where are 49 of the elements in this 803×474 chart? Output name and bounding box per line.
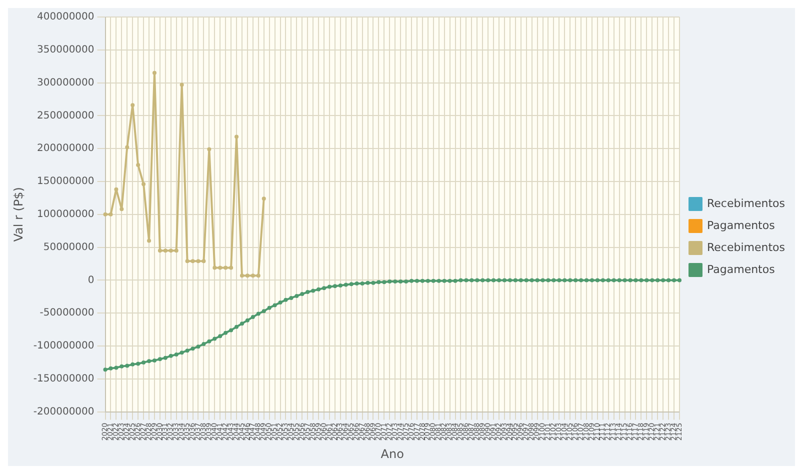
point <box>202 259 206 264</box>
y-tick-label: 350000000 <box>37 44 94 56</box>
y-tick-label: -100000000 <box>33 340 94 352</box>
legend-label: Recebimentos <box>707 240 786 254</box>
point <box>262 196 266 201</box>
y-tick-label: -50000000 <box>40 308 94 319</box>
point <box>250 274 255 278</box>
point <box>125 145 130 150</box>
legend-label: Pagamentos <box>707 262 776 276</box>
point <box>218 266 222 270</box>
point <box>190 259 195 264</box>
y-tick-label: 250000000 <box>37 110 94 122</box>
point <box>224 266 228 270</box>
legend-label: Recebimentos <box>707 196 786 210</box>
point <box>245 274 250 278</box>
point <box>147 238 152 243</box>
y-tick-label: 400000000 <box>37 12 94 23</box>
point <box>168 248 173 253</box>
point <box>229 266 234 270</box>
y-tick-label: 300000000 <box>37 77 94 88</box>
y-tick-label: 150000000 <box>37 176 94 188</box>
point <box>196 259 200 264</box>
point <box>256 274 260 278</box>
point <box>130 103 135 108</box>
y-tick-label: 100000000 <box>37 208 94 220</box>
point <box>158 248 162 253</box>
y-axis-title: Val r (P$) <box>11 187 26 242</box>
point <box>142 182 146 186</box>
y-tick-label: -150000000 <box>33 373 94 384</box>
point <box>207 147 212 152</box>
y-tick-label: -200000000 <box>33 406 94 418</box>
point <box>152 70 156 75</box>
point <box>180 82 184 87</box>
point <box>240 274 244 278</box>
y-tick-label: 0 <box>88 274 94 286</box>
point <box>120 207 124 212</box>
point <box>163 248 168 253</box>
point <box>185 259 190 264</box>
point <box>114 187 118 192</box>
point <box>103 212 108 216</box>
point <box>234 134 239 139</box>
point <box>174 248 178 253</box>
y-tick-label: 200000000 <box>37 143 94 154</box>
x-axis-title: Ano <box>380 446 404 461</box>
point <box>108 212 113 216</box>
point <box>212 266 217 270</box>
point <box>136 163 140 168</box>
legend-label: Pagamentos <box>707 218 776 232</box>
y-tick-label: 50000000 <box>43 242 94 253</box>
